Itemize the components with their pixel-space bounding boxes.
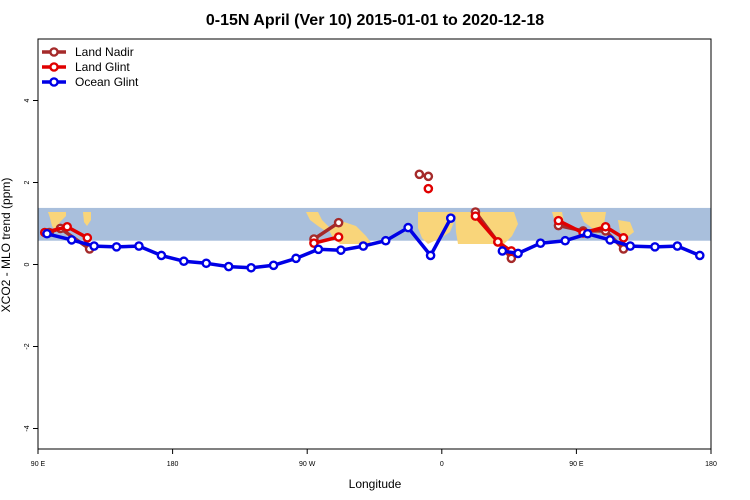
ocean-glint-point: [625, 241, 636, 251]
ocean-glint-point: [403, 222, 413, 233]
legend-item-land-glint: Land Glint: [42, 60, 130, 74]
ocean-glint-point: [42, 228, 52, 239]
plot-frame: [37, 38, 712, 450]
y-tick-label: -2: [24, 343, 31, 349]
ocean-glint-point: [582, 228, 593, 239]
ocean-glint-point: [156, 250, 167, 261]
land-glint-point: [333, 232, 344, 242]
series-land-glint: [39, 183, 629, 256]
ocean-glint-point: [246, 262, 256, 273]
ocean-glint-point: [605, 235, 615, 245]
ocean-glint-point: [380, 235, 391, 246]
chart-title: 0-15N April (Ver 10) 2015-01-01 to 2020-…: [206, 12, 544, 29]
ocean-glint-point: [201, 258, 212, 269]
land-glint-point: [553, 215, 564, 226]
y-axis-label: XCO2 - MLO trend (ppm): [0, 178, 13, 313]
ocean-glint-point: [223, 261, 234, 272]
land-glint-point: [309, 238, 319, 248]
land-mass-west-africa: [418, 212, 455, 244]
ocean-glint-point: [89, 241, 99, 251]
series-ocean-glint: [42, 213, 705, 273]
land-nadir-point: [333, 217, 344, 228]
legend-label: Land Glint: [75, 60, 130, 74]
ocean-glint-point: [694, 250, 705, 261]
land-glint-point: [600, 221, 611, 232]
ocean-glint-point: [497, 246, 508, 256]
ocean-glint-point: [513, 248, 523, 259]
x-tick-label: 180: [167, 461, 179, 468]
land-mass-central-america: [306, 212, 330, 232]
x-tick-label: 90 E: [31, 461, 46, 468]
ocean-glint-point: [336, 245, 346, 255]
y-tick-label: 0: [24, 262, 31, 266]
legend-swatch-marker: [49, 62, 59, 72]
land-glint-point: [82, 233, 93, 243]
legend-item-land-nadir: Land Nadir: [42, 45, 134, 59]
ocean-glint-point: [66, 235, 77, 245]
ocean-glint-point: [313, 244, 324, 255]
ocean-glint-point: [445, 213, 456, 223]
ocean-glint-point: [672, 241, 683, 251]
legend-swatch-marker: [49, 77, 59, 87]
y-tick-label: 4: [24, 98, 31, 102]
ocean-glint-point: [179, 256, 189, 267]
legend-label: Land Nadir: [75, 45, 134, 59]
ocean-glint-point: [134, 241, 144, 251]
land-nadir-line: [312, 220, 341, 241]
series-layer: [39, 169, 705, 273]
legend-item-ocean-glint: Ocean Glint: [42, 75, 139, 89]
ocean-glint-point: [111, 242, 122, 252]
y-tick-label: 2: [24, 180, 31, 184]
x-tick-label: 90 E: [569, 461, 584, 468]
land-nadir-point: [506, 253, 517, 264]
land-mass-indochina: [48, 212, 66, 232]
land-glint-point: [423, 183, 434, 194]
x-tick-label: 0: [440, 461, 444, 468]
ocean-glint-point: [535, 238, 546, 248]
land-mass-philippines: [83, 212, 91, 226]
x-tick-label: 180: [705, 461, 717, 468]
x-tick-label: 90 W: [299, 461, 316, 468]
ocean-glint-line: [500, 232, 702, 258]
ocean-glint-point: [268, 260, 279, 271]
axes: 90 E 180 90 W 0 90 E 180 -4 -2 0 2 4: [24, 98, 717, 468]
land-nadir-point: [414, 169, 425, 180]
land-glint-point: [618, 233, 629, 243]
ocean-glint-point: [291, 253, 301, 264]
ocean-glint-point: [358, 241, 369, 251]
land-glint-point: [470, 211, 481, 221]
ocean-glint-point: [560, 235, 570, 246]
land-glint-line: [556, 218, 626, 240]
legend-swatch-marker: [49, 47, 59, 57]
land-glint-point: [493, 237, 503, 247]
ocean-glint-point: [425, 250, 436, 261]
ocean-glint-point: [650, 242, 660, 252]
y-tick-label: -4: [24, 425, 31, 431]
land-glint-point: [62, 221, 72, 232]
legend-label: Ocean Glint: [75, 75, 139, 89]
land-nadir-point: [423, 171, 434, 182]
x-axis-label: Longitude: [349, 477, 402, 491]
